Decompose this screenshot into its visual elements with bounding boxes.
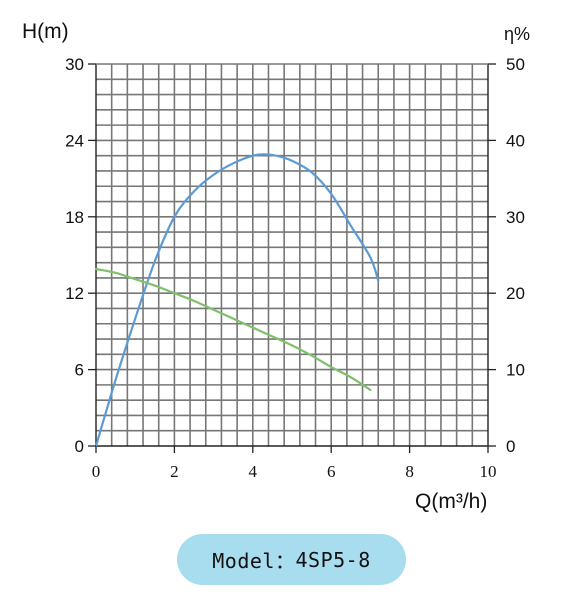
chart-grid bbox=[96, 64, 488, 446]
y-left-tick-label: 6 bbox=[75, 361, 84, 380]
y-right-tick-label: 0 bbox=[506, 437, 515, 456]
x-tick-label: 0 bbox=[92, 462, 101, 481]
chart-frame bbox=[95, 63, 489, 447]
x-tick-label: 10 bbox=[480, 462, 497, 481]
left-axis-title: H(m) bbox=[22, 20, 69, 43]
second-curve bbox=[94, 267, 372, 392]
y-left-tick-label: 30 bbox=[65, 55, 84, 74]
x-tick-label: 4 bbox=[249, 462, 258, 481]
model-badge: Model： 4SP5-8 bbox=[177, 534, 406, 585]
y-right-tick-label: 40 bbox=[506, 131, 525, 150]
chart-curves bbox=[94, 153, 380, 448]
head-curve bbox=[94, 153, 380, 448]
y-left-tick-label: 12 bbox=[65, 284, 84, 303]
y-left-tick-label: 0 bbox=[75, 437, 84, 456]
y-right-tick-label: 30 bbox=[506, 208, 525, 227]
y-right-tick-label: 10 bbox=[506, 361, 525, 380]
x-axis-title: Q(m³/h) bbox=[415, 490, 487, 513]
x-tick-label: 2 bbox=[170, 462, 179, 481]
right-axis-title: η% bbox=[504, 24, 530, 44]
model-value: 4SP5-8 bbox=[295, 547, 371, 572]
y-left-tick-label: 24 bbox=[65, 131, 84, 150]
x-tick-label: 8 bbox=[405, 462, 414, 481]
model-label: Model： bbox=[212, 549, 296, 573]
y-right-tick-label: 20 bbox=[506, 284, 525, 303]
x-tick-label: 6 bbox=[327, 462, 336, 481]
y-right-tick-label: 50 bbox=[506, 55, 525, 74]
y-left-tick-label: 18 bbox=[65, 208, 84, 227]
